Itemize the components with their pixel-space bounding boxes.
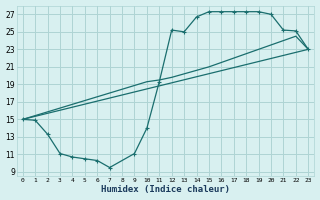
- X-axis label: Humidex (Indice chaleur): Humidex (Indice chaleur): [101, 185, 230, 194]
